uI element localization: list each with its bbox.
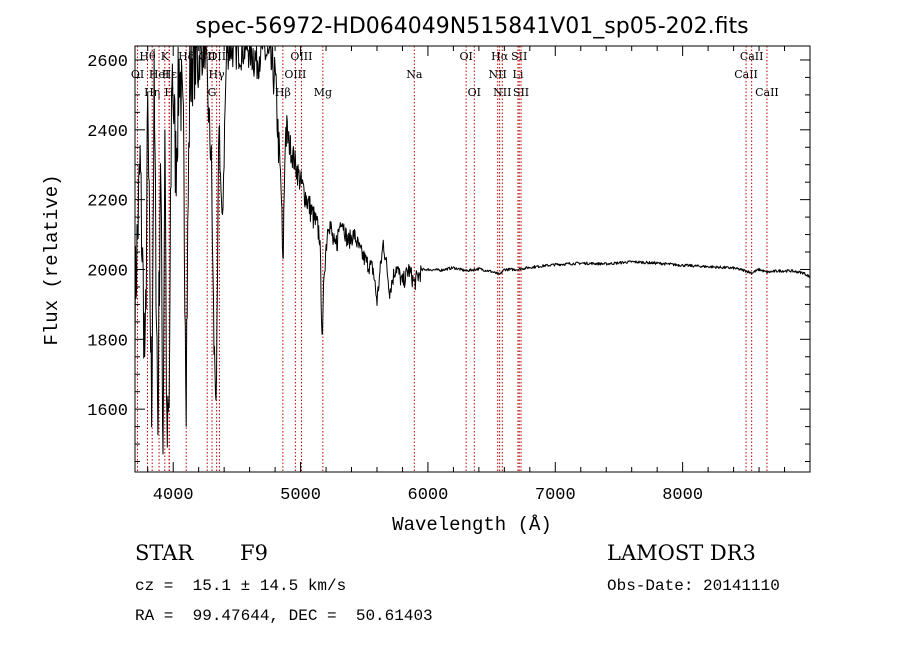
redshift-value: cz = 15.1 ± 14.5 km/s (135, 577, 346, 595)
marker-label-18: OI (468, 86, 481, 99)
axes: 4000 5000 6000 7000 8000 1600 1800 2000 2200 2400… (87, 46, 810, 505)
marker-label-9: Hγ (209, 68, 226, 81)
marker-label-25: CaII (734, 68, 758, 81)
survey-name: LAMOST DR3 (607, 541, 756, 565)
marker-label-23: Li (513, 68, 524, 81)
y-tick-label-1: 1800 (87, 332, 128, 351)
x-tick-label-2: 6000 (408, 486, 449, 505)
marker-label-4: K (161, 50, 170, 63)
object-class: STAR (135, 541, 194, 565)
x-tick-label-4: 8000 (662, 486, 703, 505)
chart-title: spec-56972-HD064049N515841V01_sp05-202.f… (195, 14, 748, 39)
marker-label-13: OIII (284, 68, 306, 81)
marker-label-19: Hα (491, 50, 509, 63)
marker-label-2: Hη (144, 86, 160, 99)
y-tick-label-5: 2600 (87, 53, 128, 72)
marker-label-16: Na (406, 68, 423, 81)
y-tick-label-3: 2200 (87, 193, 128, 212)
y-tick-label-4: 2400 (87, 123, 128, 142)
y-tick-label-0: 1600 (87, 402, 128, 421)
x-tick-label-1: 5000 (280, 486, 321, 505)
marker-label-14: OIII (290, 50, 312, 63)
marker-label-20: NII (489, 68, 507, 81)
plot-frame (134, 45, 811, 473)
marker-label-17: OI (459, 50, 472, 63)
marker-label-0: Hθ (139, 50, 156, 63)
marker-label-22: SII (511, 50, 527, 63)
marker-label-6: Hε (162, 68, 178, 81)
object-subclass: F9 (240, 541, 268, 565)
marker-label-26: CaII (740, 50, 764, 63)
marker-label-24: SII (513, 86, 529, 99)
marker-label-21: NII (493, 86, 511, 99)
y-axis-label: Flux (relative) (41, 174, 63, 345)
spectrum-line (134, 45, 811, 455)
y-tick-label-2: 2000 (87, 262, 128, 281)
marker-label-12: Hβ (275, 86, 291, 99)
observation-date: Obs-Date: 20141110 (607, 577, 780, 595)
x-axis-label: Wavelength (Å) (392, 514, 552, 536)
marker-label-1: OI (131, 68, 144, 81)
marker-label-10: G (208, 86, 217, 99)
spectrum-series (134, 45, 811, 455)
marker-label-27: CaII (755, 86, 779, 99)
marker-label-11: OIII (208, 50, 230, 63)
x-tick-label-3: 7000 (535, 486, 576, 505)
x-tick-label-0: 4000 (153, 486, 194, 505)
coordinates: RA = 99.47644, DEC = 50.61403 (135, 607, 433, 625)
marker-label-15: Mg (314, 86, 332, 99)
